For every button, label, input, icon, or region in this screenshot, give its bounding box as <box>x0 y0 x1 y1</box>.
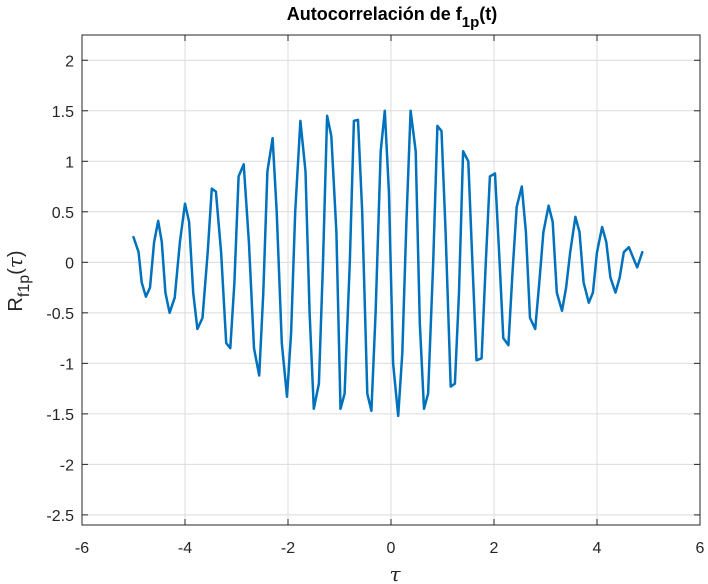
x-tick-label: -2 <box>281 540 295 557</box>
x-tick-label: 0 <box>387 540 396 557</box>
y-tick-label: 0 <box>65 255 74 272</box>
axes-box <box>81 34 701 526</box>
y-tick-label: -2.5 <box>46 508 74 525</box>
x-axis-ticks: -6 -4 -2 0 2 4 6 <box>75 35 705 557</box>
y-axis-label: Rf1p(τ) <box>3 250 33 311</box>
x-tick-label: 6 <box>696 540 705 557</box>
y-tick-label: 1 <box>65 154 74 171</box>
series-line <box>132 109 644 418</box>
x-tick-label: -6 <box>75 540 89 557</box>
x-axis-label: τ <box>389 562 401 584</box>
y-tick-label: -0.5 <box>46 306 74 323</box>
y-axis-ticks: 2 1.5 1 0.5 0 -0.5 -1 -1.5 -2 -2.5 <box>46 53 700 525</box>
y-tick-label: -1.5 <box>46 407 74 424</box>
y-tick-label: -1 <box>60 356 74 373</box>
x-tick-label: 2 <box>490 540 499 557</box>
y-tick-label: 1.5 <box>52 104 74 121</box>
x-tick-label: -4 <box>178 540 192 557</box>
x-tick-label: 4 <box>593 540 602 557</box>
series-group <box>132 109 644 418</box>
y-tick-label: 2 <box>65 53 74 70</box>
y-tick-label: 0.5 <box>52 205 74 222</box>
chart-title: Autocorrelación de f1p(t) <box>287 4 498 31</box>
y-tick-label: -2 <box>60 457 74 474</box>
